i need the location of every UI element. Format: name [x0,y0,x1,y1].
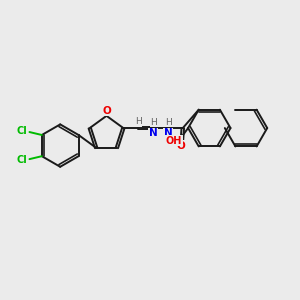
Text: N: N [149,128,158,138]
Text: O: O [103,106,112,116]
Text: O: O [177,141,186,151]
Text: H: H [165,118,172,127]
Text: OH: OH [166,136,182,146]
Text: Cl: Cl [17,126,28,136]
Text: H: H [135,117,142,126]
Text: H: H [150,118,157,127]
Text: Cl: Cl [17,155,28,165]
Text: N: N [164,128,172,138]
